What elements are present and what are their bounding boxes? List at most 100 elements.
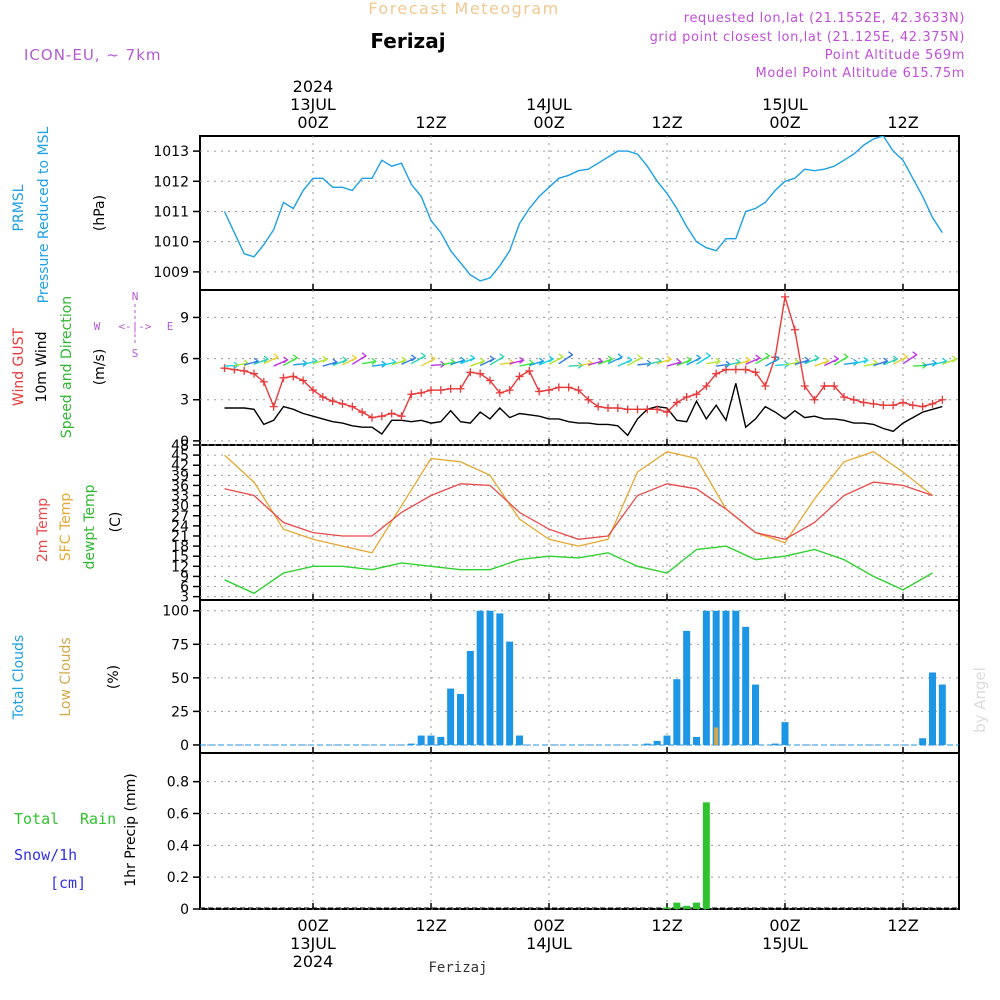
wind-arrow-head (755, 354, 761, 362)
y-tick-label: 36 (171, 478, 189, 494)
gust-point (564, 383, 573, 392)
temp-unit: (C) (108, 512, 124, 533)
gust-point (731, 365, 740, 374)
y-tick-label: 25 (171, 704, 189, 720)
wind-arrow-head (401, 356, 407, 364)
gust-point (849, 395, 858, 404)
cloud-total-bar (486, 610, 494, 745)
axis-hour: 12Z (415, 113, 446, 132)
gust-point (938, 395, 947, 404)
gust-point (840, 392, 848, 401)
y-tick-label: 42 (171, 458, 189, 474)
cloud-total-bar (457, 693, 464, 745)
cloud-total-bar (653, 740, 661, 745)
gust-point (663, 408, 671, 417)
y-tick-label: 0 (180, 434, 189, 450)
y-tick-label: 3 (180, 393, 189, 409)
rain-bar (683, 905, 691, 909)
wind-arrow-head (430, 355, 436, 363)
y-tick-label: 21 (171, 529, 189, 545)
wind-arrow-head (715, 357, 722, 365)
wind-arrow-head (666, 355, 673, 363)
gust-point (525, 366, 534, 375)
wind-arrow (460, 357, 475, 365)
cloud-total-bar (643, 743, 651, 745)
wind-arrow-head (568, 351, 574, 359)
axis-hour: 12Z (887, 113, 918, 132)
cloud-total-bar (712, 610, 720, 745)
wind-arrow-head (558, 353, 564, 361)
wind-arrow-head (607, 355, 614, 363)
wind-arrow-head (951, 355, 958, 363)
rain-bar (663, 907, 671, 909)
axis-day: 14JUL (526, 934, 572, 953)
gust-point (810, 395, 819, 404)
y-tick-label: 0 (180, 738, 189, 754)
gust-point (623, 405, 632, 414)
wind-arrow (381, 361, 396, 367)
cloud-total-bar (447, 688, 455, 745)
gust-point (702, 382, 711, 391)
footer-location: Ferizaj (428, 960, 487, 976)
rain-bar (693, 902, 700, 909)
wind-arrow (922, 362, 937, 367)
pressure-panel-labels: PRMSL Pressure Reduced to MSL (hPa) (11, 126, 108, 303)
location-title: Ferizaj (370, 29, 445, 53)
y-tick-label: 1009 (153, 265, 189, 281)
compass-rose-icon: W E N S <-|-> (94, 290, 174, 360)
axis-day: 13JUL (290, 934, 336, 953)
wind-arrow-head (273, 353, 279, 361)
precip-rain-label: Rain (80, 810, 116, 828)
gust-point (790, 325, 799, 334)
wind-arrow (312, 358, 328, 365)
clouds-unit: (%) (106, 665, 122, 689)
grid-point-coords: grid point closest lon,lat (21.125E, 42.… (650, 30, 965, 45)
gust-point (259, 377, 268, 386)
y-tick-label: 100 (162, 604, 189, 620)
wind-arrow-head (824, 357, 830, 365)
wind-arrow-head (332, 358, 338, 366)
wind-arrow-head (351, 354, 358, 362)
gust-point (377, 412, 386, 421)
gust-point (515, 372, 524, 381)
y-tick-label: 0.8 (167, 775, 189, 791)
pressure-unit: (hPa) (92, 195, 108, 231)
wind-gust-label: Wind GUST (11, 327, 27, 406)
gust-point (486, 376, 494, 385)
axis-day: 15JUL (762, 95, 808, 114)
wind-arrow (234, 362, 249, 367)
y-tick-label: 1012 (153, 174, 189, 190)
wind-arrow-head (912, 351, 918, 359)
axis-hour: 00Z (769, 916, 800, 935)
gust-point (918, 402, 927, 411)
compass-w: W (94, 320, 101, 333)
wind-arrow-head (814, 354, 820, 362)
wind-arrow-head (804, 356, 810, 364)
panel-1-grid: 0 3 6 9 (180, 290, 959, 450)
point-altitude: Point Altitude 569m (825, 48, 965, 63)
compass-e: E (167, 320, 174, 333)
y-tick-label: 30 (171, 499, 189, 515)
gust-point (741, 365, 750, 374)
wind-arrow-head (833, 355, 840, 363)
wind-arrow (666, 361, 682, 367)
wind-arrow (578, 362, 593, 367)
y-tick-label: 0.4 (167, 838, 189, 854)
gust-point (613, 403, 622, 412)
wind-arrow-head (764, 352, 771, 360)
wind-arrow (588, 360, 603, 366)
wind-arrow (509, 359, 524, 365)
plot-layer: 1009101010111012101303693691215182124273… (153, 136, 959, 918)
gust-point (348, 402, 357, 411)
wind-arrow-head (745, 356, 751, 364)
gust-point (476, 369, 485, 378)
cloud-total-bar (702, 610, 710, 745)
clouds-panel-frame (199, 599, 960, 754)
wind-arrow-head (676, 358, 683, 366)
wind-arrow (873, 360, 888, 367)
gust-point (436, 386, 445, 395)
model-label: ICON-EU, ~ 7km (24, 46, 162, 64)
y-tick-label: 6 (180, 352, 189, 368)
